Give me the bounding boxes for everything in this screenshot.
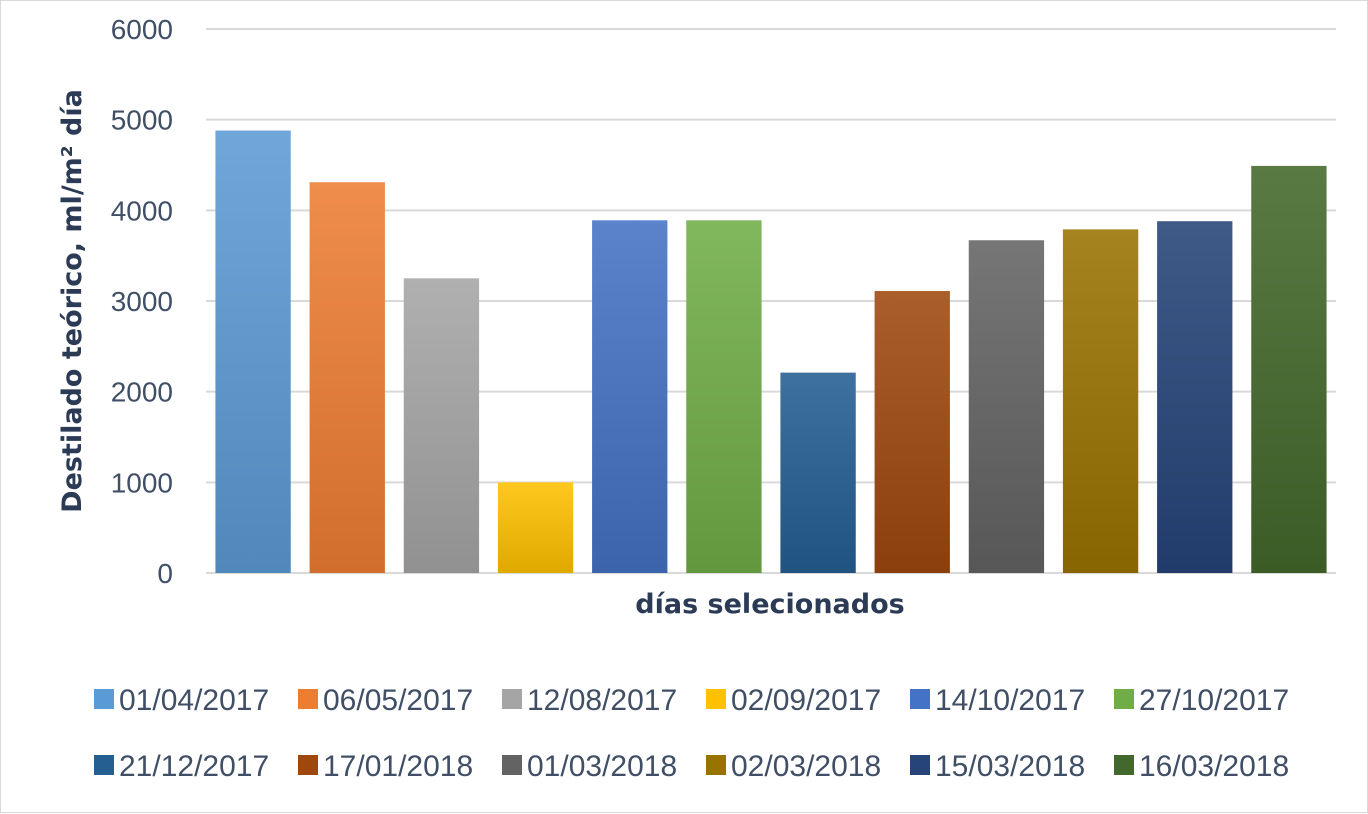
y-axis-title: Destilado teórico, ml/m² día bbox=[57, 89, 88, 513]
y-tick-label: 6000 bbox=[111, 14, 173, 45]
legend-swatch bbox=[94, 689, 114, 709]
legend-item: 06/05/2017 bbox=[298, 684, 473, 717]
legend-swatch bbox=[298, 755, 318, 775]
legend: 01/04/2017 06/05/2017 12/08/2017 02/09/2017… bbox=[94, 684, 1289, 783]
x-axis-title: días selecionados bbox=[635, 589, 904, 620]
legend-label: 02/09/2017 bbox=[731, 684, 881, 717]
legend-item: 01/03/2018 bbox=[502, 750, 677, 783]
legend-label: 15/03/2018 bbox=[935, 750, 1085, 783]
legend-item: 17/01/2018 bbox=[298, 750, 473, 783]
bar-15-03-2018 bbox=[1157, 221, 1233, 574]
bar-02-09-2017 bbox=[497, 482, 574, 573]
legend-item: 14/10/2017 bbox=[910, 684, 1085, 717]
legend-label: 27/10/2017 bbox=[1139, 684, 1289, 717]
legend-swatch bbox=[502, 755, 522, 775]
legend-swatch bbox=[94, 755, 114, 775]
legend-item: 16/03/2018 bbox=[1114, 750, 1289, 783]
bar-14-10-2017 bbox=[592, 220, 668, 573]
bar-01-04-2017 bbox=[215, 130, 291, 573]
legend-item: 01/04/2017 bbox=[94, 684, 269, 717]
legend-label: 06/05/2017 bbox=[323, 684, 473, 717]
y-tick-label: 4000 bbox=[111, 195, 173, 226]
legend-item: 27/10/2017 bbox=[1114, 684, 1289, 717]
bars bbox=[215, 130, 1327, 574]
gridlines bbox=[206, 28, 1336, 574]
legend-swatch bbox=[706, 755, 726, 775]
y-tick-label: 3000 bbox=[111, 286, 173, 317]
legend-swatch bbox=[298, 689, 318, 709]
bar-17-01-2018 bbox=[874, 291, 950, 573]
legend-label: 01/03/2018 bbox=[527, 750, 677, 783]
legend-item: 21/12/2017 bbox=[94, 750, 269, 783]
y-tick-label: 2000 bbox=[111, 377, 173, 408]
legend-swatch bbox=[706, 689, 726, 709]
legend-swatch bbox=[502, 689, 522, 709]
legend-swatch bbox=[910, 689, 930, 709]
legend-item: 02/03/2018 bbox=[706, 750, 881, 783]
legend-label: 17/01/2018 bbox=[323, 750, 473, 783]
y-tick-label: 0 bbox=[157, 558, 173, 589]
legend-item: 15/03/2018 bbox=[910, 750, 1085, 783]
bar-12-08-2017 bbox=[403, 278, 480, 573]
y-tick-label: 1000 bbox=[111, 467, 173, 498]
legend-label: 12/08/2017 bbox=[527, 684, 677, 717]
legend-label: 01/04/2017 bbox=[119, 684, 269, 717]
legend-label: 16/03/2018 bbox=[1139, 750, 1289, 783]
legend-label: 02/03/2018 bbox=[731, 750, 881, 783]
y-axis-ticks: 0 1000 2000 3000 4000 5000 6000 bbox=[111, 14, 173, 589]
legend-swatch bbox=[910, 755, 930, 775]
bar-06-05-2017 bbox=[309, 182, 385, 573]
y-tick-label: 5000 bbox=[111, 105, 173, 136]
bar-21-12-2017 bbox=[780, 372, 856, 573]
bar-01-03-2018 bbox=[968, 240, 1045, 573]
legend-item: 12/08/2017 bbox=[502, 684, 677, 717]
bar-16-03-2018 bbox=[1251, 165, 1327, 573]
legend-swatch bbox=[1114, 755, 1134, 775]
bar-02-03-2018 bbox=[1062, 229, 1139, 573]
legend-label: 21/12/2017 bbox=[119, 750, 269, 783]
legend-swatch bbox=[1114, 689, 1134, 709]
legend-label: 14/10/2017 bbox=[935, 684, 1085, 717]
legend-item: 02/09/2017 bbox=[706, 684, 881, 717]
bar-27-10-2017 bbox=[686, 220, 762, 573]
